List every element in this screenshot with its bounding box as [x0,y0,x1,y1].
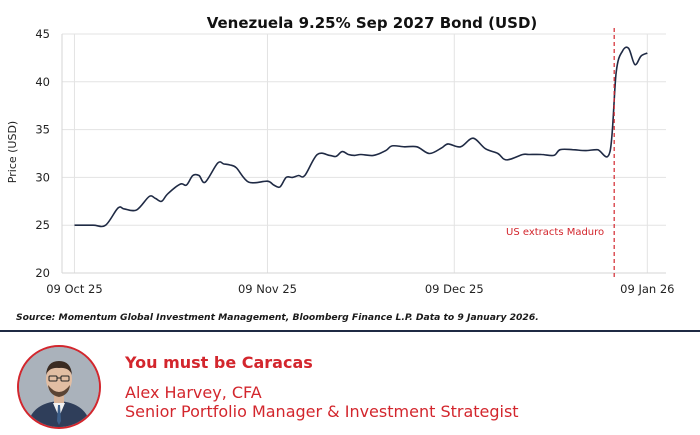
author-footer [0,332,700,435]
x-tick-label: 09 Oct 25 [46,282,102,296]
chart-title: Venezuela 9.25% Sep 2027 Bond (USD) [207,14,538,32]
event-marker-label: US extracts Maduro [506,227,604,238]
x-tick-label: 09 Nov 25 [238,282,297,296]
x-tick-label: 09 Dec 25 [425,282,484,296]
section-divider [0,330,700,332]
price-line [74,46,648,228]
author-avatar [17,345,101,429]
bond-price-chart: Venezuela 9.25% Sep 2027 Bond (USD) 20 25… [6,14,674,296]
grid-lines [61,33,666,274]
y-tick-label: 20 [35,266,50,280]
footer-headline: You must be Caracas [125,353,313,372]
y-tick-label: 35 [35,123,50,137]
y-tick-label: 25 [35,218,50,232]
source-note: Source: Momentum Global Investment Manag… [16,312,539,323]
author-block: Alex Harvey, CFA Senior Portfolio Manage… [125,383,519,421]
x-axis: 09 Oct 25 09 Nov 25 09 Dec 25 09 Jan 26 [46,282,674,296]
y-tick-label: 45 [35,27,50,41]
person-icon [19,347,99,427]
y-axis-label: Price (USD) [6,121,19,183]
author-role: Senior Portfolio Manager & Investment St… [125,402,519,421]
y-tick-label: 30 [35,170,50,184]
x-tick-label: 09 Jan 26 [620,282,674,296]
y-axis: 20 25 30 35 40 45 [35,27,50,280]
annotation-layer: US extracts Maduro [506,28,615,279]
author-name: Alex Harvey, CFA [125,383,262,402]
series-layer [74,46,648,228]
y-tick-label: 40 [35,75,50,89]
